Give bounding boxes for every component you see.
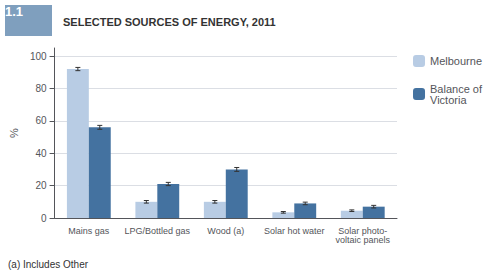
svg-text:Wood (a): Wood (a) [207, 226, 244, 236]
svg-text:80: 80 [35, 83, 47, 94]
svg-text:LPG/Bottled gas: LPG/Bottled gas [125, 226, 191, 236]
svg-text:Mains gas: Mains gas [68, 226, 110, 236]
svg-text:SELECTED SOURCES OF ENERGY, 20: SELECTED SOURCES OF ENERGY, 2011 [63, 16, 276, 28]
svg-text:Victoria: Victoria [430, 94, 467, 106]
svg-text:Melbourne: Melbourne [430, 55, 482, 67]
svg-text:(a) Includes Other: (a) Includes Other [8, 259, 89, 270]
svg-text:voltaic panels: voltaic panels [335, 235, 390, 245]
svg-text:Balance of: Balance of [430, 82, 482, 95]
svg-text:%: % [8, 128, 20, 138]
svg-text:0: 0 [41, 213, 47, 224]
svg-text:20: 20 [35, 180, 47, 191]
svg-text:100: 100 [30, 51, 47, 62]
svg-text:60: 60 [35, 115, 47, 126]
svg-text:1.1: 1.1 [5, 4, 23, 19]
svg-text:40: 40 [35, 148, 47, 159]
svg-text:Solar photo-: Solar photo- [338, 225, 388, 236]
svg-text:Solar hot water: Solar hot water [264, 226, 325, 236]
